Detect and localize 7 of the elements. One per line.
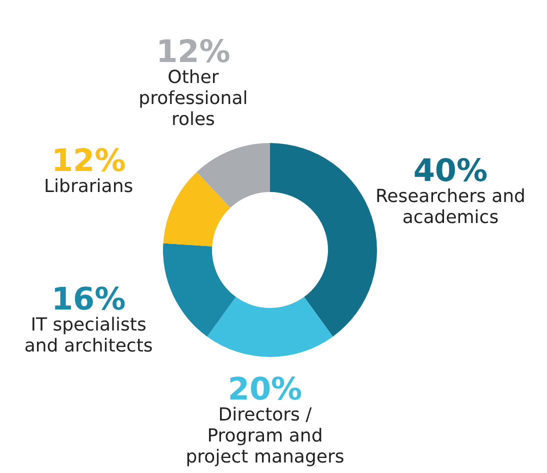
donut-slice bbox=[163, 243, 236, 337]
donut-slice bbox=[270, 143, 377, 337]
donut-slice bbox=[196, 143, 270, 208]
data-label: 20% bbox=[228, 372, 302, 408]
donut-slice bbox=[163, 172, 230, 246]
slice-label: Directors / Program and project managers bbox=[186, 404, 344, 468]
donut-slice bbox=[207, 296, 333, 357]
